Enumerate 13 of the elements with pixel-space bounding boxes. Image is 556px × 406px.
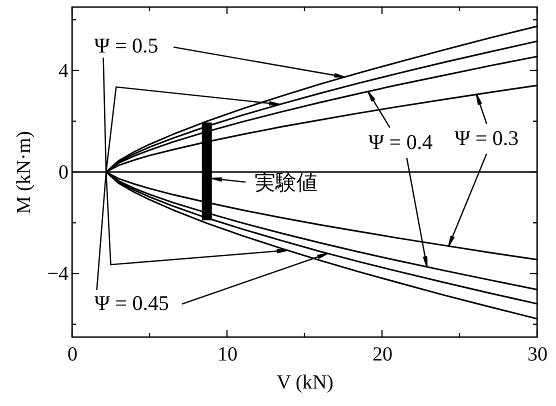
annotation: Ψ = 0.45 — [94, 291, 169, 315]
x-tick-label: 20 — [372, 344, 392, 366]
y-tick-label: −4 — [47, 263, 68, 286]
x-tick-label: 10 — [218, 344, 238, 366]
annotation: 実験値 — [254, 170, 318, 194]
y-tick-label: 4 — [58, 60, 68, 82]
x-tick-label: 30 — [528, 344, 548, 366]
annotation: Ψ = 0.3 — [454, 126, 519, 150]
y-axis-title: M (kN·m) — [13, 131, 36, 214]
x-axis-title: V (kN) — [276, 372, 334, 394]
y-tick-label: 0 — [58, 162, 68, 184]
annotation: Ψ = 0.4 — [368, 130, 434, 154]
annotation: Ψ = 0.5 — [94, 33, 158, 58]
